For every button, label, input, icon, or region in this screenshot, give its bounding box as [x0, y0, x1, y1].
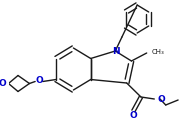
Text: N: N [112, 47, 120, 55]
Text: O: O [35, 76, 43, 85]
Text: O: O [157, 95, 165, 104]
Text: O: O [0, 79, 7, 88]
Text: CH₃: CH₃ [151, 49, 164, 55]
Text: O: O [129, 111, 137, 121]
